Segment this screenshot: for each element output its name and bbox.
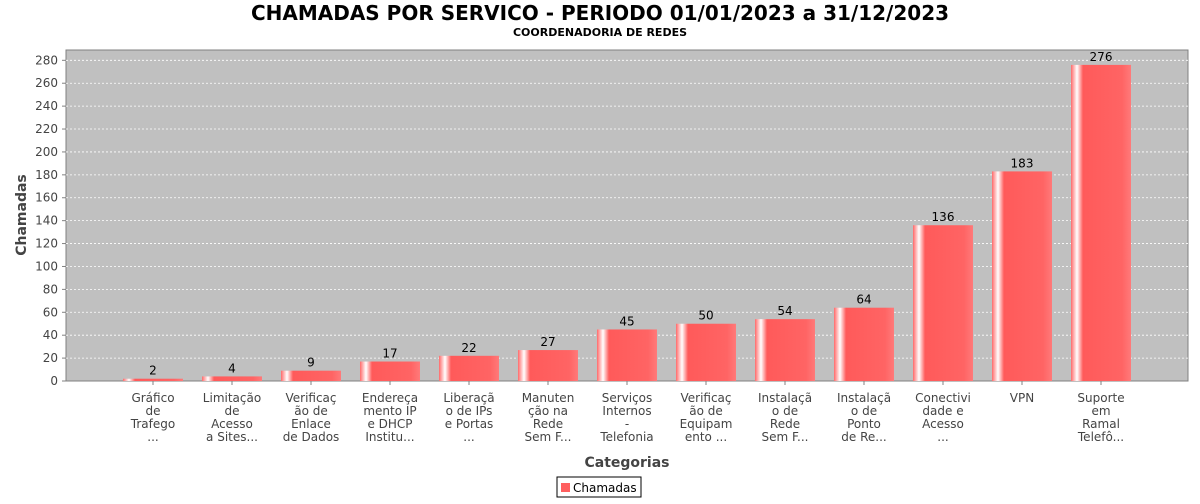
y-axis-label: Chamadas bbox=[14, 174, 30, 256]
data-label: 4 bbox=[228, 361, 236, 375]
data-label: 50 bbox=[698, 309, 713, 323]
x-tick-label: mento IP bbox=[363, 404, 416, 418]
y-tick-label: 120 bbox=[35, 237, 58, 251]
legend-label: Chamadas bbox=[573, 481, 637, 495]
bar bbox=[360, 361, 420, 381]
y-tick-label: 260 bbox=[35, 76, 58, 90]
y-tick-label: 140 bbox=[35, 214, 58, 228]
y-tick-label: 160 bbox=[35, 191, 58, 205]
y-tick-label: 40 bbox=[43, 328, 58, 342]
bar bbox=[1071, 64, 1131, 381]
x-tick-label: o de bbox=[772, 404, 798, 418]
chart-title: CHAMADAS POR SERVICO - PERIODO 01/01/202… bbox=[251, 1, 949, 25]
x-tick-label: Verificaç bbox=[285, 391, 336, 405]
x-tick-label: e Portas bbox=[445, 417, 494, 431]
x-tick-label: de bbox=[225, 404, 240, 418]
x-tick-label: Serviços bbox=[602, 391, 653, 405]
x-tick-label: Telefô... bbox=[1077, 430, 1124, 444]
x-tick-label: Sem F... bbox=[762, 430, 809, 444]
x-tick-label: de Dados bbox=[283, 430, 340, 444]
x-tick-label: dade e bbox=[922, 404, 963, 418]
x-tick-label: Rede bbox=[533, 417, 563, 431]
x-tick-label: Rede bbox=[770, 417, 800, 431]
x-tick-label: Trafego bbox=[130, 417, 175, 431]
x-tick-label: ... bbox=[463, 430, 474, 444]
chart-subtitle: COORDENADORIA DE REDES bbox=[513, 26, 687, 39]
x-tick-label: ção na bbox=[528, 404, 568, 418]
y-tick-label: 240 bbox=[35, 99, 58, 113]
x-tick-label: Gráfico bbox=[131, 391, 174, 405]
y-tick-label: 280 bbox=[35, 53, 58, 67]
x-tick-label: o de IPs bbox=[446, 404, 493, 418]
x-tick-label: Telefonia bbox=[599, 430, 653, 444]
x-tick-label: Equipam bbox=[680, 417, 733, 431]
x-tick-label: de bbox=[146, 404, 161, 418]
data-label: 136 bbox=[932, 210, 955, 224]
x-tick-label: Internos bbox=[602, 404, 651, 418]
x-axis-label: Categorias bbox=[584, 455, 669, 471]
bar bbox=[755, 319, 815, 381]
y-tick-label: 20 bbox=[43, 351, 58, 365]
bar bbox=[913, 225, 973, 381]
data-label: 276 bbox=[1090, 50, 1113, 64]
x-tick-label: ento ... bbox=[685, 430, 727, 444]
data-label: 45 bbox=[619, 314, 634, 328]
bar bbox=[123, 378, 183, 381]
legend-swatch bbox=[561, 483, 570, 492]
bar bbox=[597, 329, 657, 381]
x-tick-label: ão de bbox=[689, 404, 723, 418]
data-label: 9 bbox=[307, 356, 315, 370]
x-tick-label: a Sites... bbox=[206, 430, 258, 444]
x-tick-label: VPN bbox=[1010, 391, 1034, 405]
y-tick-label: 100 bbox=[35, 259, 58, 273]
data-label: 64 bbox=[856, 293, 871, 307]
x-tick-label: Manuten bbox=[522, 391, 575, 405]
x-tick-label: Instalaçã bbox=[837, 391, 891, 405]
y-tick-label: 60 bbox=[43, 305, 58, 319]
x-tick-label: - bbox=[625, 417, 629, 431]
y-tick-label: 0 bbox=[50, 374, 58, 388]
x-tick-label: Endereça bbox=[362, 391, 418, 405]
x-tick-label: Institu... bbox=[365, 430, 414, 444]
x-tick-label: Enlace bbox=[291, 417, 331, 431]
bar bbox=[676, 323, 736, 381]
y-tick-label: 200 bbox=[35, 145, 58, 159]
x-tick-label: ... bbox=[937, 430, 948, 444]
x-tick-label: ão de bbox=[294, 404, 328, 418]
data-label: 54 bbox=[777, 304, 792, 318]
bar bbox=[439, 355, 499, 381]
data-label: 27 bbox=[540, 335, 555, 349]
x-tick-label: de Re... bbox=[841, 430, 886, 444]
x-tick-label: Conectivi bbox=[915, 391, 971, 405]
bar bbox=[992, 171, 1052, 381]
x-tick-label: Instalaçã bbox=[758, 391, 812, 405]
x-tick-label: Acesso bbox=[211, 417, 253, 431]
x-tick-label: o de bbox=[851, 404, 877, 418]
x-tick-label: Suporte bbox=[1077, 391, 1124, 405]
y-tick-label: 180 bbox=[35, 168, 58, 182]
bar bbox=[518, 350, 578, 381]
data-label: 17 bbox=[382, 347, 397, 361]
y-tick-label: 220 bbox=[35, 122, 58, 136]
y-tick-label: 80 bbox=[43, 282, 58, 296]
data-label: 22 bbox=[461, 341, 476, 355]
x-tick-label: e DHCP bbox=[367, 417, 412, 431]
x-tick-label: Liberaçã bbox=[443, 391, 494, 405]
bar bbox=[281, 370, 341, 381]
legend: Chamadas bbox=[556, 476, 642, 498]
bar bbox=[834, 307, 894, 381]
x-tick-label: Verificaç bbox=[680, 391, 731, 405]
x-tick-label: Limitação bbox=[203, 391, 261, 405]
x-tick-label: em bbox=[1091, 404, 1110, 418]
bar bbox=[202, 376, 262, 381]
x-tick-label: Ponto bbox=[847, 417, 881, 431]
x-tick-label: Ramal bbox=[1082, 417, 1120, 431]
x-tick-label: Sem F... bbox=[525, 430, 572, 444]
data-label: 183 bbox=[1011, 156, 1034, 170]
x-tick-label: ... bbox=[147, 430, 158, 444]
x-tick-label: Acesso bbox=[922, 417, 964, 431]
data-label: 2 bbox=[149, 364, 157, 378]
